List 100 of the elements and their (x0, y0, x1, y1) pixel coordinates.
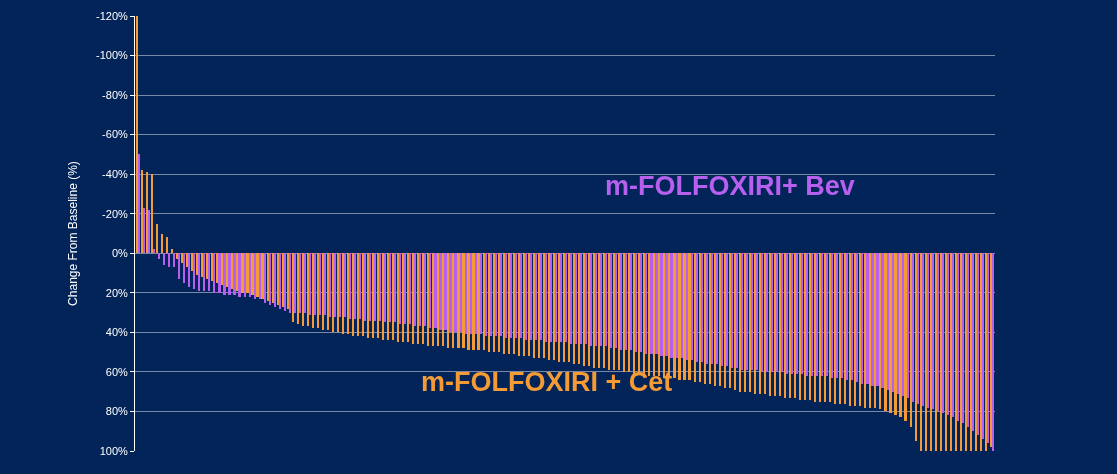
bar (912, 253, 914, 402)
bar (297, 253, 299, 324)
bar (719, 253, 721, 386)
bar (869, 253, 871, 408)
bar (610, 253, 612, 348)
bar (726, 253, 728, 366)
bar (967, 253, 969, 427)
bar (821, 253, 823, 376)
series-label: m-FOLFOXIRI+ Bev (605, 171, 855, 201)
bar (198, 253, 200, 291)
bar (404, 253, 406, 324)
y-tick-label: 0% (111, 247, 129, 260)
bar (449, 253, 452, 332)
y-tick-label: -120% (96, 9, 129, 22)
bar (226, 253, 228, 287)
bar (475, 253, 477, 334)
bar (980, 253, 982, 451)
bar (660, 253, 663, 356)
bar (349, 253, 351, 319)
bar (841, 253, 843, 378)
bar (483, 253, 485, 350)
bar (151, 174, 153, 253)
bar (992, 253, 994, 451)
bar (377, 253, 379, 338)
bar (141, 170, 143, 253)
bar (246, 253, 249, 293)
bar (188, 253, 190, 287)
bar (218, 253, 221, 293)
bar (791, 253, 793, 374)
bar (136, 16, 138, 253)
bar (337, 253, 339, 332)
bar (292, 253, 294, 322)
bar (447, 253, 449, 348)
bar (332, 253, 334, 332)
bar (364, 253, 366, 321)
bar (957, 253, 959, 421)
bar (851, 253, 853, 380)
bar (907, 253, 909, 398)
bar (392, 253, 394, 340)
bar (558, 253, 560, 362)
bar (595, 253, 597, 346)
bar (583, 253, 585, 366)
bar (786, 253, 788, 374)
bar (942, 253, 944, 413)
bar (776, 253, 778, 372)
bar (523, 253, 525, 356)
y-axis-title: Change From Baseline (%) (66, 161, 81, 306)
y-tick-label: 100% (99, 444, 129, 457)
bar (650, 253, 653, 354)
bar (490, 253, 492, 336)
bar (206, 253, 208, 279)
bar (568, 253, 570, 362)
bar (794, 253, 796, 398)
bar (342, 253, 344, 334)
bar (774, 253, 776, 396)
bar (518, 253, 520, 356)
bar (598, 253, 600, 368)
bar (613, 253, 615, 370)
bar (834, 253, 836, 404)
bar (709, 253, 711, 384)
bar (402, 253, 404, 342)
bar (874, 253, 876, 408)
bar (228, 253, 231, 295)
bar (947, 253, 949, 415)
bar (927, 253, 929, 408)
bar (163, 253, 165, 265)
bar (176, 253, 178, 259)
bar (849, 253, 851, 406)
bar (238, 253, 241, 297)
bar (362, 253, 364, 336)
bar (985, 253, 987, 451)
bar (334, 253, 336, 317)
bar (699, 253, 701, 382)
bar (945, 253, 947, 451)
bar (327, 253, 329, 330)
bar (590, 253, 592, 346)
bar (223, 253, 226, 295)
bar (515, 253, 517, 338)
bar (585, 253, 587, 344)
bar (570, 253, 572, 344)
bar (681, 253, 683, 358)
y-tick-label: 80% (105, 405, 128, 418)
bar (389, 253, 391, 322)
bar (899, 253, 902, 417)
bar (691, 253, 693, 360)
bar (387, 253, 389, 340)
bar (241, 253, 244, 293)
bar (452, 253, 454, 348)
bar (477, 253, 480, 350)
bar (663, 253, 665, 378)
bar (884, 253, 887, 411)
bar (804, 253, 806, 400)
bar (233, 253, 236, 295)
bar (814, 253, 816, 402)
bar (706, 253, 708, 364)
y-tick-label: 60% (105, 365, 128, 378)
bar (977, 253, 979, 435)
bar (761, 253, 763, 372)
bar (779, 253, 781, 396)
bar (729, 253, 731, 388)
